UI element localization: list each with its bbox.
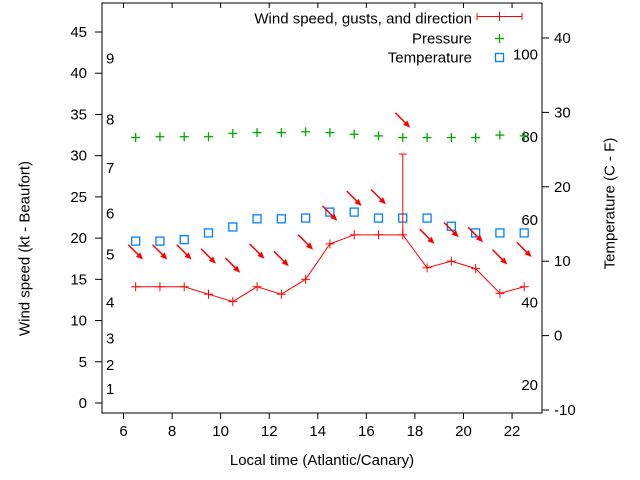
wind-direction-arrow	[419, 228, 431, 241]
temperature-point	[495, 228, 505, 238]
temperature-point	[422, 213, 432, 223]
beaufort-label: 7	[106, 160, 114, 177]
beaufort-label: 3	[106, 331, 114, 348]
temperature-point	[373, 213, 384, 223]
fahrenheit-label: 80	[521, 129, 538, 146]
x-tick-label: 16	[358, 423, 375, 440]
temperature-point	[276, 214, 287, 224]
beaufort-label: 5	[106, 247, 114, 264]
wind-direction-arrow	[151, 244, 164, 256]
wind-direction-arrow	[127, 244, 140, 256]
temperature-point	[470, 228, 481, 238]
x-tick-label: 10	[212, 423, 229, 440]
wind-direction-arrow	[370, 188, 383, 201]
celsius-tick-label: 10	[554, 253, 571, 270]
kt-tick-label: 40	[70, 65, 87, 82]
beaufort-label: 6	[106, 205, 114, 222]
fahrenheit-label: 40	[521, 295, 538, 312]
wind-direction-arrow	[443, 221, 455, 234]
kt-tick-label: 30	[70, 148, 87, 165]
wind-direction-arrow	[516, 241, 528, 254]
temperature-point	[228, 222, 238, 232]
beaufort-label: 8	[106, 111, 114, 128]
wind-direction-arrowhead	[135, 252, 144, 260]
wind-direction-arrow	[297, 234, 310, 246]
fahrenheit-label: 20	[521, 377, 538, 394]
celsius-tick-label: -10	[554, 402, 576, 419]
wind-direction-arrow	[176, 244, 188, 256]
wind-direction-arrow	[224, 257, 237, 269]
left-y-axis-title: Wind speed (kt - Beaufort)	[16, 160, 34, 337]
x-tick-label: 22	[504, 423, 521, 440]
temperature-point	[179, 234, 189, 245]
wind-direction-arrowhead	[281, 259, 289, 267]
kt-tick-label: 15	[70, 271, 87, 288]
wind-direction-arrowhead	[354, 198, 362, 206]
celsius-tick-label: 20	[554, 179, 571, 196]
wind-direction-arrowhead	[378, 197, 386, 205]
right-y-axis-title: Temperature (C - F)	[601, 137, 619, 270]
wind-direction-arrowhead	[208, 256, 216, 264]
wind-direction-arrowhead	[160, 252, 168, 260]
temperature-point	[300, 213, 311, 223]
legend-label-plus: Pressure	[412, 31, 472, 48]
legend-label-open-square: Temperature	[388, 50, 472, 67]
wind-direction-arrowhead	[524, 249, 532, 258]
wind-direction-arrowhead	[451, 230, 459, 238]
temperature-point	[252, 214, 262, 224]
wind-direction-arrowhead	[305, 242, 314, 250]
wind-direction-arrow	[491, 249, 504, 261]
x-tick-label: 6	[119, 423, 127, 440]
wind-direction-arrowhead	[233, 265, 241, 273]
legend-label-errorbar-plus: Wind speed, gusts, and direction	[254, 11, 472, 28]
wind-direction-arrowhead	[257, 251, 265, 259]
fahrenheit-label: 100	[513, 47, 538, 64]
x-tick-label: 12	[261, 423, 278, 440]
beaufort-label: 9	[106, 50, 114, 67]
wind-direction-arrow	[467, 226, 480, 239]
kt-tick-label: 0	[79, 395, 87, 412]
wind-direction-arrow	[200, 248, 213, 260]
x-axis-title: Local time (Atlantic/Canary)	[229, 452, 415, 469]
wind-direction-arrow	[321, 205, 334, 217]
kt-tick-label: 25	[70, 189, 87, 206]
kt-tick-label: 20	[70, 230, 87, 247]
temperature-point	[155, 236, 165, 246]
wind-direction-arrowhead	[475, 235, 484, 243]
wind-direction-arrowhead	[184, 252, 192, 260]
wind-direction-arrow	[249, 243, 261, 255]
temperature-point	[130, 236, 141, 246]
wind-direction-arrow	[394, 112, 407, 124]
kt-tick-label: 5	[79, 354, 87, 371]
kt-tick-label: 45	[70, 24, 87, 41]
x-tick-label: 20	[455, 423, 472, 440]
beaufort-label: 4	[106, 294, 114, 311]
wind-direction-arrowhead	[500, 257, 508, 265]
beaufort-label: 1	[106, 381, 114, 398]
x-tick-label: 14	[309, 423, 326, 440]
celsius-tick-label: 40	[554, 30, 571, 47]
celsius-tick-label: 0	[554, 328, 562, 345]
legend-sample-temperature-marker	[494, 52, 505, 63]
fahrenheit-label: 60	[521, 212, 538, 229]
temperature-point	[349, 207, 359, 217]
wind-direction-arrow	[273, 250, 285, 263]
wind-direction-arrowhead	[427, 236, 435, 244]
kt-tick-label: 10	[70, 313, 87, 330]
celsius-tick-label: 30	[554, 104, 571, 121]
wind-direction-arrowhead	[330, 213, 338, 221]
wind-direction-arrow	[346, 190, 358, 203]
x-tick-label: 18	[407, 423, 424, 440]
temperature-point	[325, 207, 335, 217]
x-tick-label: 8	[168, 423, 176, 440]
plot-frame	[101, 2, 543, 414]
kt-tick-label: 35	[70, 106, 87, 123]
temperature-point	[203, 228, 214, 238]
temperature-point	[519, 228, 529, 238]
wind-direction-arrowhead	[403, 120, 411, 128]
beaufort-label: 2	[106, 357, 114, 374]
